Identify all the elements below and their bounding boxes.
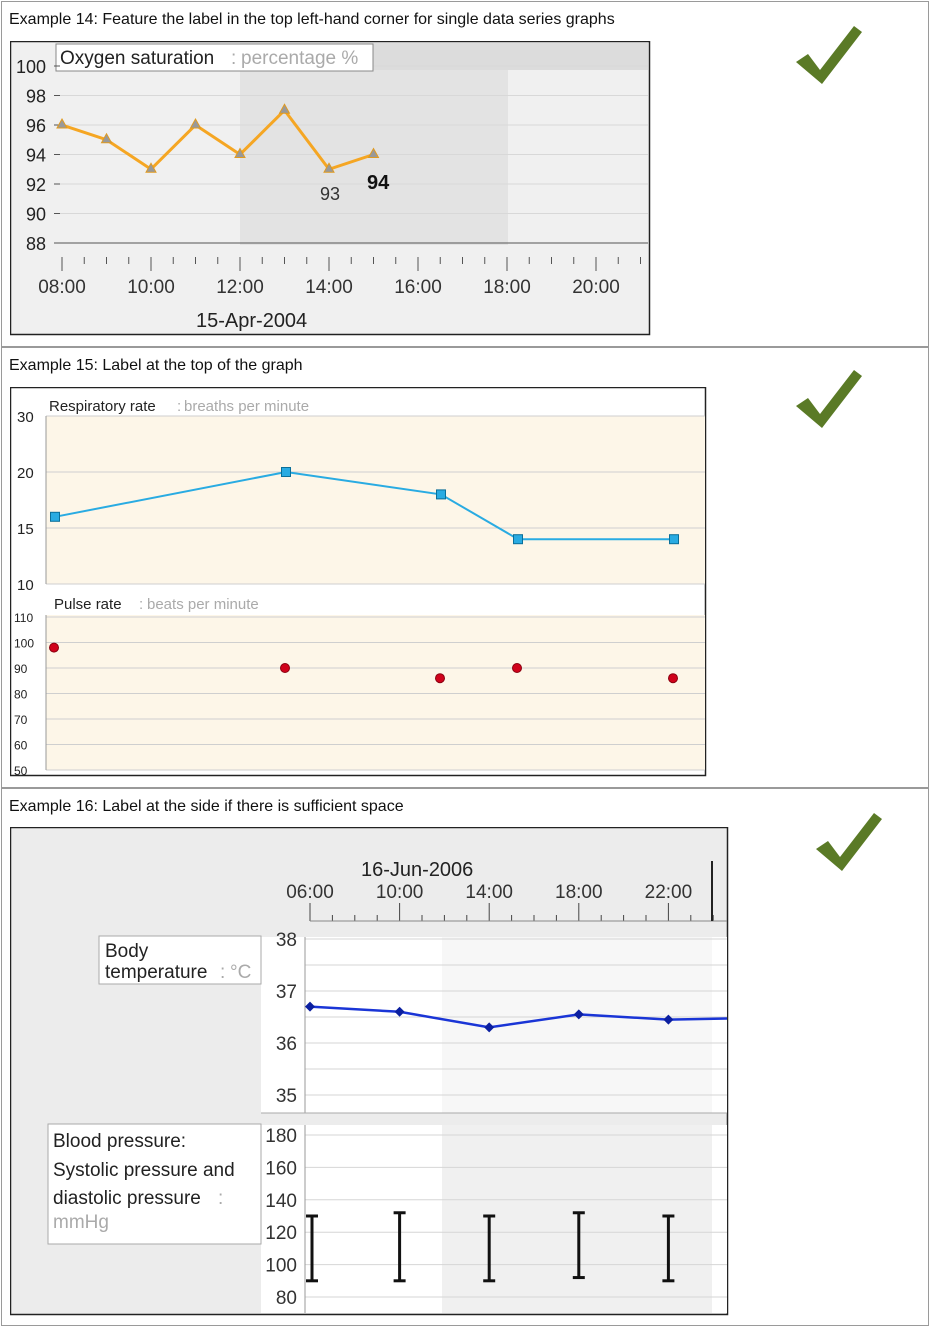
oxygen-point: [234, 147, 246, 158]
temperature-point: [573, 1009, 584, 1020]
y-tick-label: 88: [26, 234, 46, 254]
respiratory-point: [281, 467, 291, 477]
y-tick-label: 50: [14, 764, 28, 778]
example-16-caption: Example 16: Label at the side if there i…: [9, 798, 404, 815]
oxygen-point: [367, 147, 380, 158]
y-tick-label: 96: [26, 116, 46, 136]
y-tick-label: 35: [276, 1086, 297, 1107]
oxygen-series-line: [61, 107, 374, 172]
temperature-point: [305, 1001, 315, 1012]
pulse-label-unit: beats per minute: [147, 596, 259, 613]
pulse-point: [280, 663, 290, 673]
x-tick-label: 18:00: [483, 277, 531, 298]
example-16-panel: Example 16: Label at the side if there i…: [1, 788, 929, 1326]
respiratory-point: [436, 489, 446, 500]
pulse-label-sep: :: [139, 596, 143, 613]
oxygen-label-sep: :: [231, 48, 236, 69]
temperature-series-line: [309, 1005, 728, 1029]
y-tick-label: 36: [276, 1034, 297, 1055]
y-tick-label: 160: [265, 1158, 297, 1179]
pulse-point: [435, 673, 445, 684]
bp-label-line2: Systolic pressure and: [53, 1160, 235, 1181]
y-tick-label: 100: [16, 57, 46, 77]
temperature-label-line2: temperature: [105, 962, 207, 983]
respiratory-label-sep: :: [177, 398, 181, 415]
y-tick-label: 90: [26, 205, 46, 225]
y-tick-label: 120: [265, 1223, 297, 1244]
oxygen-point: [278, 103, 291, 114]
y-tick-label: 100: [14, 637, 34, 651]
respiratory-point: [669, 534, 679, 545]
y-tick-label: 70: [14, 713, 28, 727]
oxygen-date-label: 15-Apr-2004: [196, 310, 307, 332]
bp-label-unit: mmHg: [53, 1212, 109, 1233]
x-tick-label: 10:00: [376, 882, 424, 903]
y-tick-label: 92: [26, 175, 46, 195]
x-tick-label: 16:00: [394, 277, 442, 298]
oxygen-point: [145, 162, 157, 173]
x-tick-label: 20:00: [572, 277, 620, 298]
example-14-caption: Example 14: Feature the label in the top…: [9, 11, 615, 28]
annotation-94: 94: [367, 172, 390, 194]
x-tick-label: 18:00: [555, 882, 603, 903]
y-tick-label: 80: [276, 1288, 297, 1309]
y-tick-label: 37: [276, 982, 297, 1003]
pulse-point: [668, 673, 678, 684]
x-tick-label: 08:00: [38, 277, 86, 298]
respiratory-point: [513, 534, 523, 545]
x-tick-label: 12:00: [216, 277, 264, 298]
y-tick-label: 180: [265, 1126, 297, 1147]
x-tick-label: 06:00: [286, 882, 334, 903]
y-tick-label: 60: [14, 739, 28, 753]
pulse-point: [512, 663, 522, 673]
temperature-bp-chart: Body temperature : °C Blood pressure: Sy…: [10, 827, 729, 1316]
oxygen-point: [323, 162, 335, 173]
y-tick-label: 80: [14, 688, 28, 702]
checkmark-icon: [796, 26, 862, 84]
y-tick-label: 110: [14, 611, 33, 625]
temperature-point: [394, 1006, 405, 1017]
example-15-caption: Example 15: Label at the top of the grap…: [9, 357, 303, 374]
bp-label-line1: Blood pressure:: [53, 1131, 186, 1152]
temperature-label-unit: °C: [230, 962, 251, 983]
y-tick-label: 10: [17, 577, 34, 594]
respiratory-label-name: Respiratory rate: [49, 398, 156, 415]
example-15-panel: Example 15: Label at the top of the grap…: [1, 347, 929, 788]
oxygen-label-name: Oxygen saturation: [60, 48, 214, 69]
example-14-panel: Example 14: Feature the label in the top…: [1, 1, 929, 347]
y-tick-label: 38: [276, 930, 297, 951]
x-tick-label: 10:00: [127, 277, 175, 298]
temperature-label-sep: :: [220, 962, 225, 983]
temperature-point: [484, 1022, 495, 1033]
respiratory-point: [50, 511, 60, 522]
x-tick-label: 14:00: [465, 882, 513, 903]
y-tick-label: 15: [17, 521, 34, 538]
bp-label-sep: :: [218, 1188, 223, 1209]
y-tick-label: 100: [265, 1256, 297, 1277]
checkmark-icon: [796, 370, 862, 428]
x-tick-label: 22:00: [645, 882, 693, 903]
x-tick-label: 14:00: [305, 277, 353, 298]
y-tick-label: 30: [17, 409, 34, 426]
annotation-93: 93: [320, 184, 340, 204]
oxygen-label-unit: percentage %: [241, 48, 358, 69]
temperature-point: [663, 1014, 674, 1025]
checkmark-icon: [816, 813, 882, 871]
pulse-point: [49, 642, 59, 653]
temperature-label-line1: Body: [105, 941, 149, 962]
respiratory-label-unit: breaths per minute: [184, 398, 309, 415]
oxygen-point: [189, 117, 202, 129]
bp-label-line3: diastolic pressure: [53, 1188, 201, 1209]
y-tick-label: 98: [26, 87, 46, 107]
temperature-date-label: 16-Jun-2006: [361, 859, 473, 881]
y-tick-label: 20: [17, 465, 34, 482]
respiratory-pulse-chart: Respiratory rate : breaths per minute Pu…: [10, 387, 707, 778]
y-tick-label: 94: [26, 146, 46, 166]
pulse-label-name: Pulse rate: [54, 596, 122, 613]
oxygen-chart: Oxygen saturation : percentage % 100 98 96…: [10, 41, 651, 336]
y-tick-label: 90: [14, 662, 28, 676]
oxygen-point: [56, 117, 68, 129]
oxygen-point: [100, 132, 113, 144]
y-tick-label: 140: [265, 1191, 297, 1212]
